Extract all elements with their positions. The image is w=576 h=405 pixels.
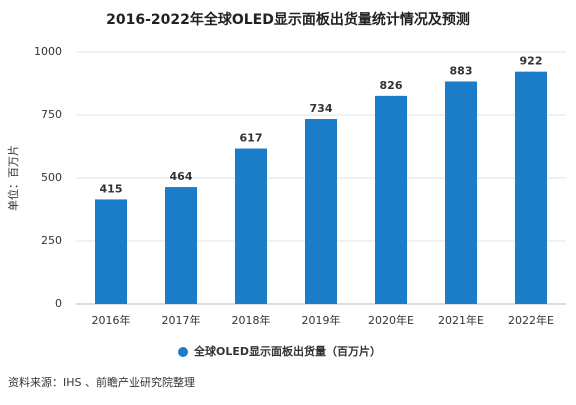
y-tick-label: 250 bbox=[41, 234, 62, 247]
x-tick-label: 2021年E bbox=[438, 313, 484, 327]
y-tick-label: 1000 bbox=[34, 45, 62, 58]
bar bbox=[445, 81, 477, 304]
data-label: 464 bbox=[170, 170, 193, 183]
data-label: 922 bbox=[520, 55, 543, 68]
x-tick-label: 2022年E bbox=[508, 313, 554, 327]
chart-title: 2016-2022年全球OLED显示面板出货量统计情况及预测 bbox=[106, 11, 470, 28]
y-tick-label: 500 bbox=[41, 171, 62, 184]
bar bbox=[165, 187, 197, 304]
bar bbox=[305, 119, 337, 304]
y-tick-label: 750 bbox=[41, 108, 62, 121]
source-note: 资料来源：IHS 、前瞻产业研究院整理 bbox=[8, 375, 195, 389]
x-tick-label: 2018年 bbox=[232, 313, 271, 327]
bar bbox=[95, 199, 127, 304]
data-label: 826 bbox=[380, 79, 403, 92]
bar bbox=[235, 148, 267, 304]
data-label: 734 bbox=[310, 102, 333, 115]
y-axis-label: 单位：百万片 bbox=[6, 145, 20, 211]
data-label: 415 bbox=[100, 182, 123, 195]
bar bbox=[375, 95, 407, 305]
legend-marker bbox=[178, 347, 188, 357]
legend-label: 全球OLED显示面板出货量（百万片） bbox=[193, 344, 381, 358]
x-tick-label: 2016年 bbox=[92, 313, 131, 327]
x-tick-label: 2019年 bbox=[302, 313, 341, 327]
y-tick-label: 0 bbox=[55, 297, 62, 310]
data-label: 617 bbox=[240, 132, 263, 145]
x-tick-label: 2020年E bbox=[368, 313, 414, 327]
bar bbox=[515, 71, 547, 304]
x-tick-label: 2017年 bbox=[162, 313, 201, 327]
data-label: 883 bbox=[450, 64, 473, 77]
